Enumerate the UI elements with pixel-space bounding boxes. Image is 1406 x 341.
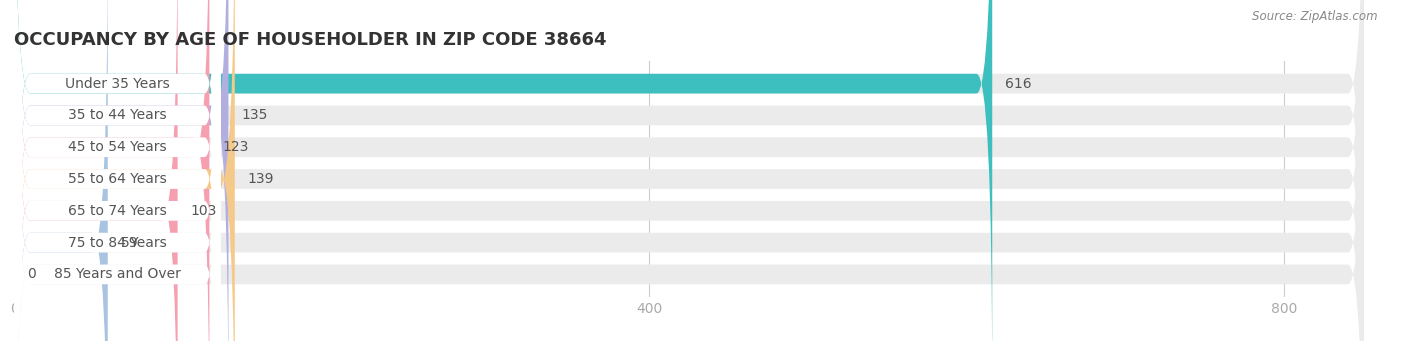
Text: 55 to 64 Years: 55 to 64 Years [67, 172, 167, 186]
Text: Under 35 Years: Under 35 Years [65, 77, 170, 91]
Text: 65 to 74 Years: 65 to 74 Years [67, 204, 167, 218]
Text: 139: 139 [247, 172, 274, 186]
Text: 45 to 54 Years: 45 to 54 Years [67, 140, 166, 154]
FancyBboxPatch shape [14, 0, 221, 341]
FancyBboxPatch shape [14, 0, 209, 341]
Text: Source: ZipAtlas.com: Source: ZipAtlas.com [1253, 10, 1378, 23]
FancyBboxPatch shape [14, 0, 1364, 341]
FancyBboxPatch shape [14, 0, 235, 341]
Text: 103: 103 [190, 204, 217, 218]
FancyBboxPatch shape [14, 0, 1364, 341]
Text: 75 to 84 Years: 75 to 84 Years [67, 236, 167, 250]
FancyBboxPatch shape [14, 0, 228, 341]
FancyBboxPatch shape [14, 0, 1364, 341]
Text: OCCUPANCY BY AGE OF HOUSEHOLDER IN ZIP CODE 38664: OCCUPANCY BY AGE OF HOUSEHOLDER IN ZIP C… [14, 31, 606, 49]
FancyBboxPatch shape [14, 0, 1364, 341]
FancyBboxPatch shape [14, 0, 221, 341]
FancyBboxPatch shape [14, 0, 221, 341]
FancyBboxPatch shape [14, 0, 1364, 341]
FancyBboxPatch shape [14, 0, 1364, 341]
FancyBboxPatch shape [14, 0, 177, 341]
FancyBboxPatch shape [14, 0, 221, 341]
FancyBboxPatch shape [14, 0, 1364, 341]
FancyBboxPatch shape [14, 0, 221, 341]
Text: 35 to 44 Years: 35 to 44 Years [67, 108, 166, 122]
FancyBboxPatch shape [14, 0, 993, 341]
Text: 135: 135 [242, 108, 267, 122]
FancyBboxPatch shape [14, 0, 221, 341]
Text: 85 Years and Over: 85 Years and Over [53, 267, 181, 281]
Text: 59: 59 [121, 236, 138, 250]
Text: 0: 0 [27, 267, 35, 281]
Text: 616: 616 [1005, 77, 1032, 91]
Text: 123: 123 [222, 140, 249, 154]
FancyBboxPatch shape [14, 0, 108, 341]
FancyBboxPatch shape [14, 0, 221, 341]
